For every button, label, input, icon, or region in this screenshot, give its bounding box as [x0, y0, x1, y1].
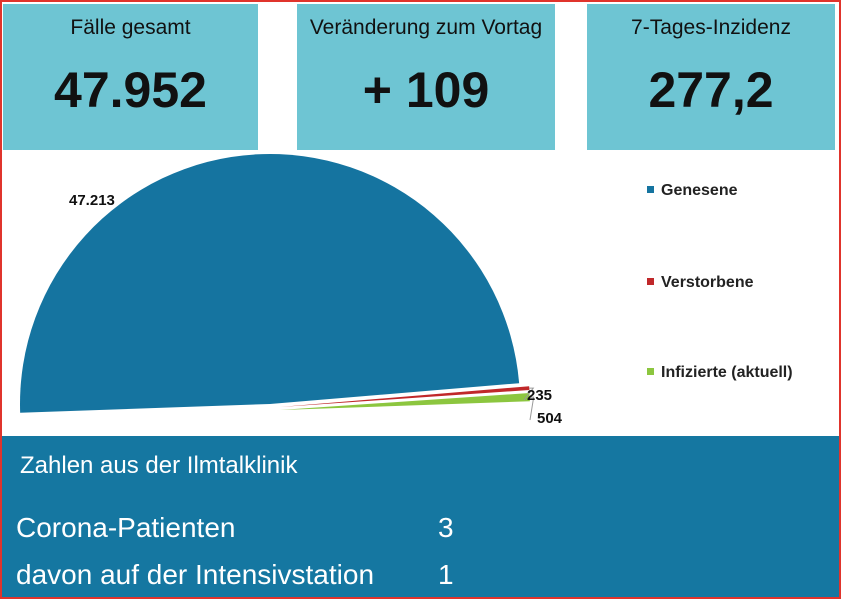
daily-change-tile: Veränderung zum Vortag + 109 [297, 4, 555, 150]
pie-leader-lines [523, 387, 535, 421]
outcome-pie-chart [19, 153, 535, 421]
total-cases-value: 47.952 [54, 62, 207, 118]
legend-entry-verstorbene: Verstorbene [647, 274, 753, 292]
legend-swatch-verstorbene [647, 278, 654, 286]
leader-line-verstorbene [523, 387, 535, 401]
leader-line-infizierte [529, 396, 535, 421]
clinic-row-value: 3 [438, 512, 454, 543]
pie-slice-verstorbene [280, 386, 530, 407]
clinic-row-label: davon auf der Intensivstation [16, 559, 375, 590]
legend-swatch-infizierte [647, 368, 654, 376]
legend-label-genesene: Genesene [661, 182, 738, 199]
clinic-title: Zahlen aus der Ilmtalklinik [20, 452, 298, 479]
pie-slices [19, 153, 530, 413]
daily-change-label: Veränderung zum Vortag [309, 16, 543, 39]
legend-swatch-genesene [647, 186, 654, 194]
clinic-row-label: Corona-Patienten [16, 512, 236, 543]
incidence-label: 7-Tages-Inzidenz [631, 16, 791, 39]
legend-label-infizierte: Infizierte (aktuell) [661, 364, 793, 381]
pie-slice-infizierte [280, 393, 530, 410]
legend-label-verstorbene: Verstorbene [661, 274, 754, 291]
total-cases-tile: Fälle gesamt 47.952 [3, 4, 258, 150]
clinic-panel: Zahlen aus der Ilmtalklinik Corona-Patie… [2, 436, 839, 597]
pie-slice-genesene [19, 153, 520, 413]
clinic-row-value: 1 [438, 559, 454, 590]
data-label-verstorbene: 235 [527, 387, 553, 404]
legend-entry-genesene: Genesene [647, 182, 737, 200]
data-label-infizierte: 504 [537, 410, 563, 427]
daily-change-value: + 109 [362, 62, 490, 118]
incidence-value: 277,2 [648, 62, 774, 118]
incidence-tile: 7-Tages-Inzidenz 277,2 [587, 4, 835, 150]
legend-entry-infizierte: Infizierte (aktuell) [647, 364, 793, 382]
data-label-genesene: 47.213 [69, 192, 115, 209]
total-cases-label: Fälle gesamt [70, 16, 191, 39]
